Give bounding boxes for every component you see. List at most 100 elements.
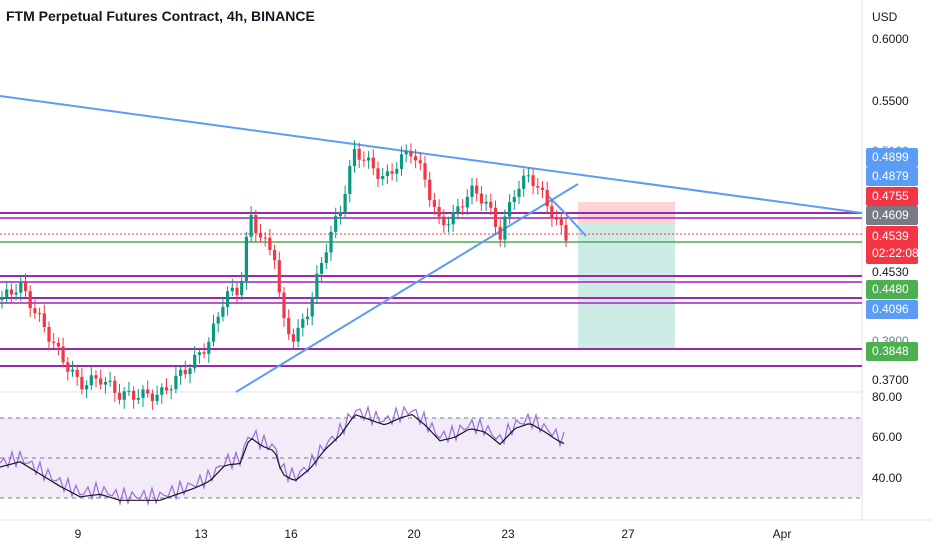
candle-body (461, 206, 465, 208)
candle-body (33, 308, 37, 314)
candle-body (550, 206, 554, 219)
candle-body (522, 175, 526, 189)
candle-body (28, 291, 32, 309)
candle-body (282, 292, 286, 319)
candle-body (390, 171, 394, 174)
candle-body (52, 341, 56, 343)
candle-body (381, 176, 385, 179)
ascending-trendline[interactable] (235, 183, 579, 393)
candle-body (465, 196, 469, 208)
candle-body (423, 163, 427, 180)
candle-body (132, 390, 136, 400)
projection-line[interactable] (547, 195, 587, 237)
candle-body (9, 289, 13, 295)
candle-body (540, 187, 545, 190)
candle-body (371, 157, 375, 169)
candle-body (80, 376, 84, 390)
candle-body (99, 378, 103, 385)
candle-body (108, 380, 112, 382)
candle-body (442, 216, 446, 226)
candle-body (526, 175, 530, 177)
candle-body (188, 368, 192, 375)
candle-body (559, 218, 563, 226)
candle-body (263, 237, 267, 239)
time-label: 20 (407, 527, 421, 541)
candle-body (428, 179, 432, 201)
candle-body (169, 389, 173, 391)
candle-body (136, 397, 140, 400)
price-tag-trend: 0.4899 (866, 148, 918, 167)
candle-body (230, 287, 234, 292)
candle-body (475, 185, 479, 194)
candle-body (367, 157, 371, 161)
candle-body (305, 316, 310, 320)
candle-body (334, 216, 338, 232)
candle-body (226, 291, 230, 307)
price-tag-trend: 0.4879 (866, 167, 918, 186)
candle-body (89, 375, 93, 386)
chart-title: FTM Perpetual Futures Contract, 4h, BINA… (6, 8, 315, 24)
take-profit-zone[interactable] (578, 224, 675, 350)
candle-body (357, 148, 361, 160)
candle-body (287, 318, 291, 335)
candle-body (446, 224, 451, 226)
candle-body (503, 216, 507, 240)
price-tick: 0.5500 (872, 94, 909, 108)
time-label: Apr (772, 527, 792, 541)
candle-body (343, 193, 347, 212)
rsi-tick: 60.00 (872, 430, 903, 444)
candle-body (315, 273, 319, 299)
candle-body (296, 327, 300, 342)
candle-body (216, 316, 220, 324)
candle-body (155, 394, 159, 401)
candle-body (338, 211, 342, 217)
candle-body (376, 168, 380, 179)
candle-body (75, 369, 79, 377)
candle-body (508, 202, 512, 217)
candle-body (42, 313, 46, 327)
time-label: 13 (194, 527, 208, 541)
candle-body (244, 236, 248, 281)
candle-body (555, 218, 559, 220)
candle-body (536, 186, 540, 188)
candle-body (249, 215, 253, 237)
candle-body (385, 171, 389, 177)
candle-body (23, 282, 28, 292)
candle-body (498, 226, 502, 240)
candle-body (273, 250, 277, 261)
candle-body (202, 352, 206, 354)
candle-body (362, 159, 366, 161)
candle-body (414, 156, 418, 161)
candle-body (418, 160, 422, 164)
candle-body (310, 298, 314, 317)
candle-body (61, 346, 65, 363)
candle-body (117, 392, 122, 400)
candle-body (160, 387, 164, 395)
price-tag-support: 0.4480 (866, 280, 918, 299)
candle-body (174, 375, 178, 390)
candle-body (531, 175, 535, 187)
candle-body (484, 201, 488, 204)
candle-body (179, 369, 183, 376)
candle-body (113, 380, 117, 393)
candle-body (324, 252, 328, 263)
candle-body (193, 354, 197, 369)
candle-body (254, 215, 258, 233)
rsi-line (0, 405, 565, 507)
candle-body (150, 393, 154, 401)
candle-body (164, 387, 169, 391)
price-tag-stop: 0.4755 (866, 187, 918, 206)
candle-body (470, 185, 474, 197)
candle-body (437, 206, 441, 217)
price-tag-level: 0.4609 (866, 206, 918, 225)
candle-body (268, 237, 272, 251)
price-tag-trend: 0.4096 (866, 300, 918, 319)
candle-body (479, 193, 483, 204)
candle-body (404, 151, 408, 155)
candle-body (70, 369, 75, 372)
rsi-tick: 40.00 (872, 471, 903, 485)
descending-trendline[interactable] (0, 95, 863, 214)
candle-body (19, 282, 23, 293)
price-tick: 0.6000 (872, 32, 909, 46)
